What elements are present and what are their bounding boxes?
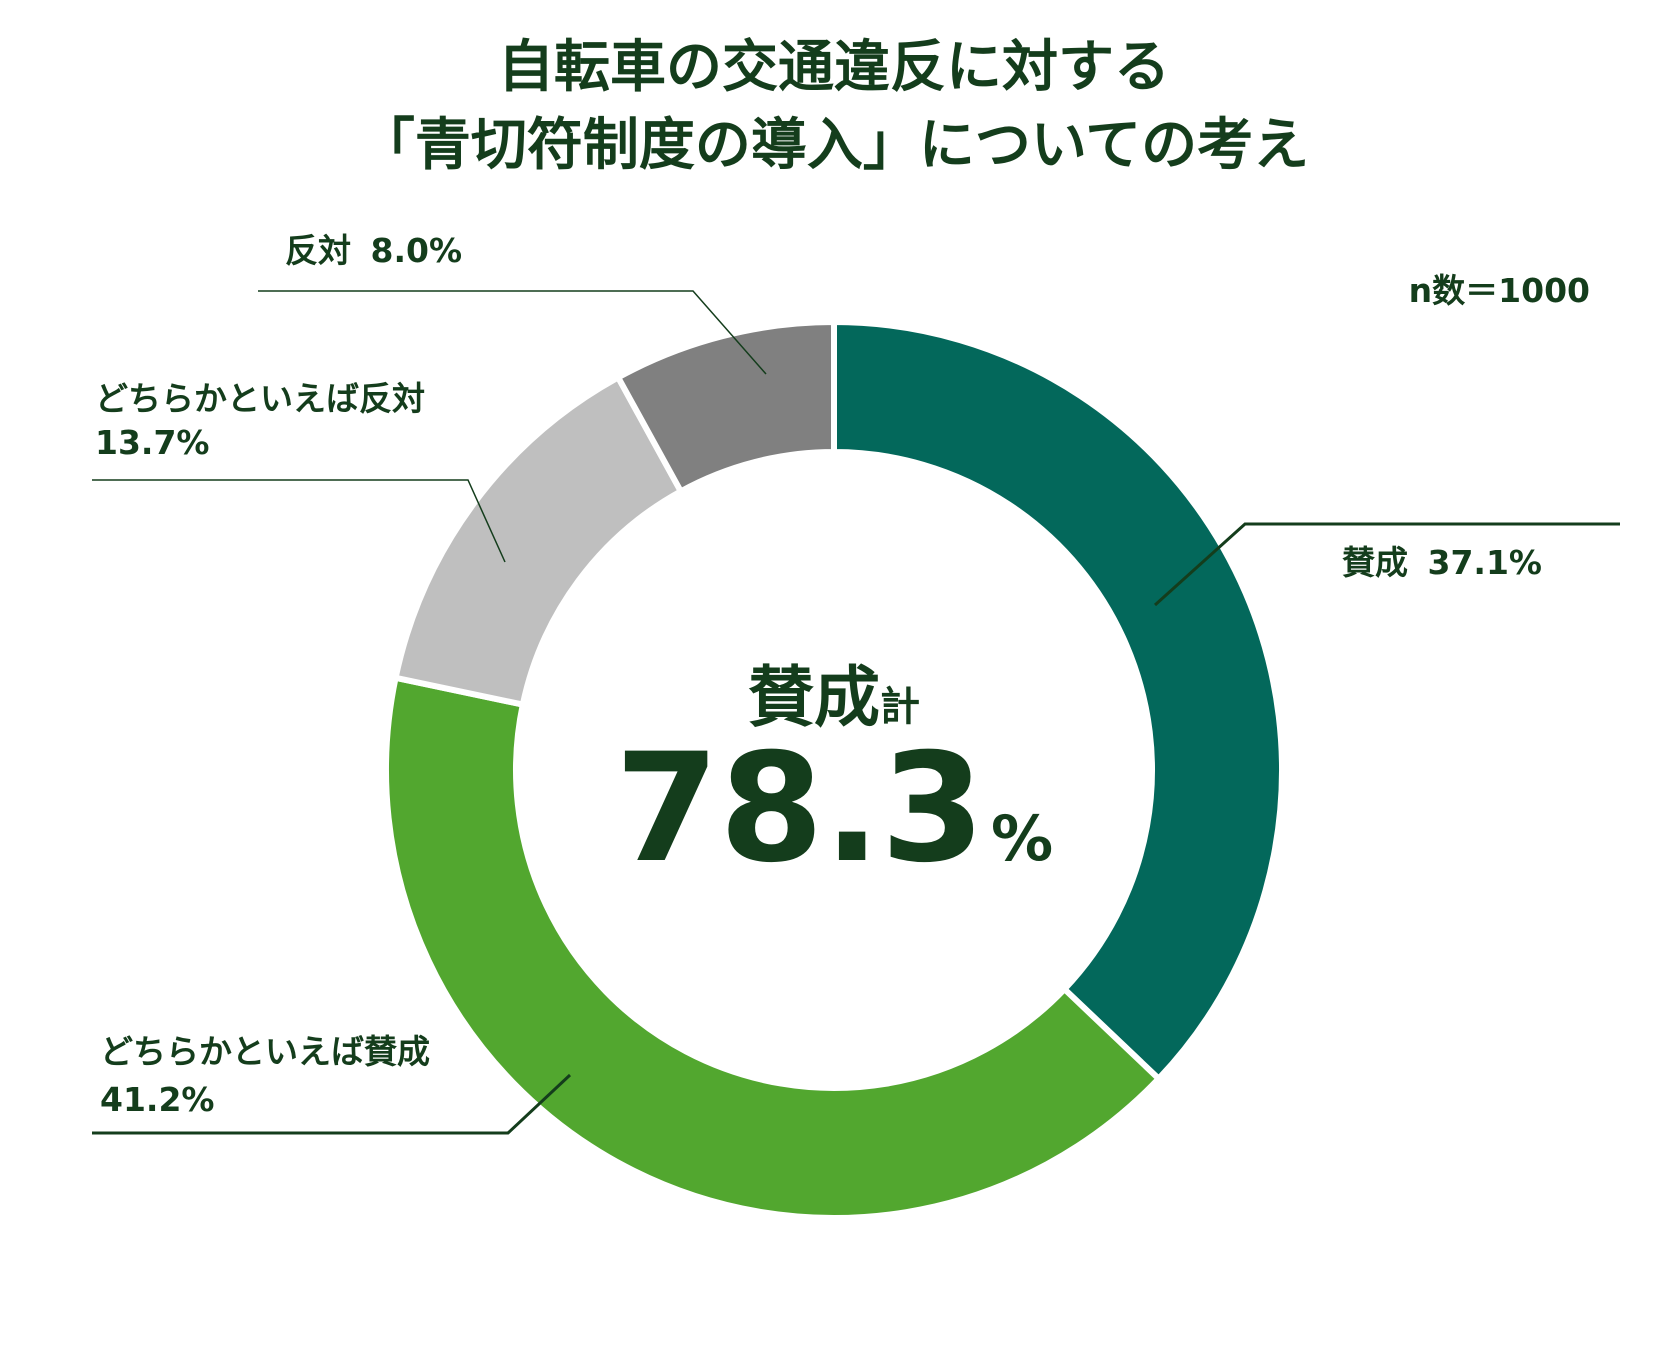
slice-label-dochira-hantai-name: どちらかといえば反対 (95, 379, 425, 418)
slice-dochira-hantai (392, 373, 685, 709)
slice-label-dochira-sansei-value: 41.2% (100, 1080, 215, 1119)
center-label-text: 賛成 (748, 659, 880, 736)
leader-lines (92, 290, 1620, 1135)
slice-label-sansei-name: 賛成 (1342, 543, 1408, 582)
leader-line-dochira-hantai (92, 479, 506, 563)
leader-line-sansei (1153, 522, 1620, 607)
center-value-unit: % (991, 802, 1053, 875)
sample-size-label: n数＝1000 (1409, 271, 1590, 310)
slice-label-dochira-sansei-name: どちらかといえば賛成 (100, 1032, 430, 1071)
leader-line-hantai (258, 290, 767, 375)
slice-label-hantai: 反対 8.0% (285, 231, 462, 270)
slice-label-dochira-hantai-value: 13.7% (95, 423, 210, 462)
slice-label-hantai-value: 8.0% (371, 231, 463, 270)
center-label-suffix: 計 (880, 684, 920, 730)
slice-label-hantai-name: 反対 (285, 231, 351, 270)
chart-title-line-2: 「青切符制度の導入」についての考え (359, 113, 1309, 178)
slice-dochira-sansei (383, 674, 1163, 1221)
center-value-text: 78.3 (615, 722, 985, 896)
slice-sansei (831, 318, 1285, 1083)
chart-title-line-1: 自転車の交通違反に対する (498, 35, 1170, 100)
slice-label-sansei-value: 37.1% (1428, 543, 1543, 582)
leader-line-dochira-sansei (92, 1073, 572, 1135)
center-total-value: 78.3% (615, 722, 1053, 896)
donut-slices (383, 318, 1285, 1221)
center-total-label: 賛成計 (748, 659, 920, 736)
slice-label-sansei: 賛成 37.1% (1342, 543, 1542, 582)
slice-hantai (614, 318, 837, 496)
